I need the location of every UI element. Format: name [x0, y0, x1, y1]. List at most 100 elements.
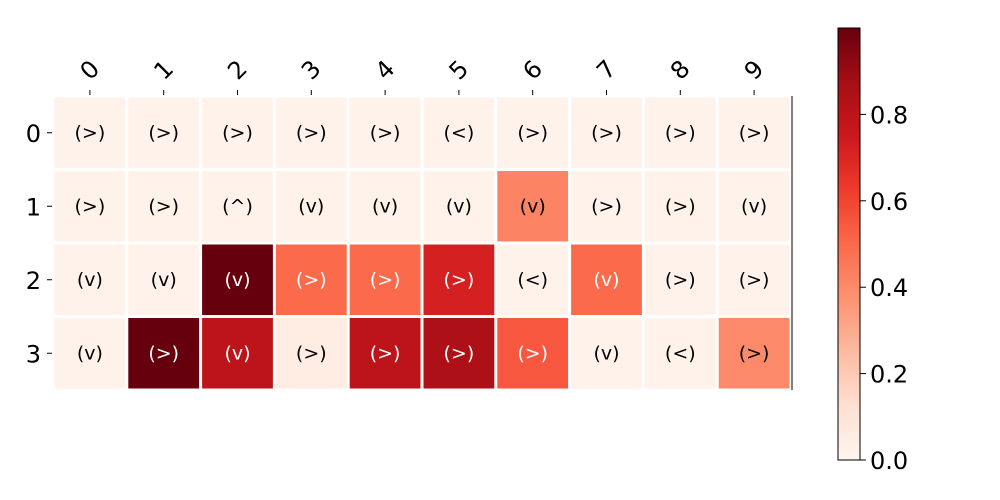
colorbar-ticks: 0.0 0.2 0.4 0.6 0.8	[860, 101, 908, 475]
heatmap-cell-r3-c6	[497, 318, 569, 389]
heatmap-cell-r2-c8	[644, 244, 716, 315]
cell-annotation-r2-c9: (>)	[739, 269, 770, 291]
heatmap-cell-r1-c0	[54, 171, 126, 242]
heatmap-cell-r3-c8	[644, 318, 716, 389]
cell-annotation-r2-c1: (v)	[151, 269, 177, 291]
cell-annotation-r2-c5: (>)	[444, 269, 475, 291]
cell-annotation-r3-c2: (v)	[224, 342, 250, 364]
heatmap-cell-r0-c1	[128, 97, 200, 168]
heatmap-cell-r2-c4	[349, 244, 421, 315]
x-tick-label-9: 9	[739, 55, 770, 86]
colorbar-tick-label-3: 0.6	[870, 188, 908, 216]
cell-annotation-r2-c6: (<)	[517, 269, 548, 291]
cell-annotation-r2-c3: (>)	[296, 269, 327, 291]
cell-annotation-r1-c6: (v)	[520, 195, 546, 217]
heatmap-cell-r3-c4	[349, 318, 421, 389]
cell-annotation-r2-c8: (>)	[665, 269, 696, 291]
cell-annotation-r0-c4: (>)	[370, 122, 401, 144]
cell-annotation-r2-c0: (v)	[77, 269, 103, 291]
x-tick-label-6: 6	[517, 55, 548, 86]
cell-annotation-r0-c9: (>)	[739, 122, 770, 144]
cell-annotation-r2-c2: (v)	[224, 269, 250, 291]
heatmap-cell-r3-c2	[202, 318, 273, 389]
cell-annotation-r0-c1: (>)	[148, 122, 179, 144]
cell-annotation-r1-c1: (>)	[148, 195, 179, 217]
x-axis-ticks: 0 1 2 3 4 5 6 7 8 9	[75, 55, 770, 95]
heatmap-cell-r3-c0	[54, 318, 126, 389]
y-tick-label-3: 3	[26, 340, 41, 368]
heatmap-cell-r2-c7	[571, 244, 642, 315]
cell-annotation-r3-c4: (>)	[370, 342, 401, 364]
cell-annotation-r1-c0: (>)	[75, 195, 106, 217]
heatmap-cell-r1-c2	[202, 171, 273, 242]
heatmap-cell-r1-c5	[423, 171, 495, 242]
colorbar-gradient	[837, 27, 861, 461]
x-tick-label-3: 3	[296, 55, 327, 86]
cell-annotation-r3-c7: (v)	[593, 342, 619, 364]
heatmap-cells	[54, 96, 793, 390]
x-tick-label-7: 7	[591, 55, 622, 86]
colorbar-tick-label-0: 0.0	[870, 447, 908, 475]
heatmap-cell-r0-c8	[644, 97, 716, 168]
cell-annotation-r0-c2: (>)	[222, 122, 253, 144]
cell-annotation-r1-c4: (v)	[372, 195, 398, 217]
heatmap-cell-r0-c0	[54, 97, 126, 168]
colorbar-tick-label-1: 0.2	[870, 361, 908, 389]
cell-annotation-r0-c6: (>)	[517, 122, 548, 144]
y-tick-label-2: 2	[26, 267, 41, 295]
cell-annotation-r0-c5: (<)	[444, 122, 475, 144]
heatmap-cell-r2-c9	[718, 244, 790, 315]
heatmap-cell-r0-c7	[571, 97, 642, 168]
x-tick-label-2: 2	[222, 55, 253, 86]
heatmap-cell-r2-c2	[202, 244, 273, 315]
cell-annotation-r3-c0: (v)	[77, 342, 103, 364]
colorbar-tick-label-4: 0.8	[870, 101, 908, 129]
y-tick-label-1: 1	[26, 193, 41, 221]
heatmap-cell-labels: (>) (>) (>) (>) (>) (<) (>) (>) (>) (>) (>) (>) (^) (…	[75, 122, 770, 365]
y-tick-label-0: 0	[26, 120, 41, 148]
cell-annotation-r0-c8: (>)	[665, 122, 696, 144]
cell-annotation-r3-c6: (>)	[517, 342, 548, 364]
heatmap-cell-r0-c9	[718, 97, 790, 168]
x-tick-label-1: 1	[148, 55, 179, 86]
cell-annotation-r2-c7: (v)	[593, 269, 619, 291]
heatmap-cell-r1-c9	[718, 171, 790, 242]
cell-annotation-r1-c7: (>)	[591, 195, 622, 217]
cell-annotation-r3-c1: (>)	[148, 342, 179, 364]
heatmap-cell-r0-c6	[497, 97, 569, 168]
heatmap-cell-r0-c3	[275, 97, 347, 168]
y-axis-ticks: 0 1 2 3	[26, 120, 52, 368]
heatmap-cell-r1-c4	[349, 171, 421, 242]
x-tick-label-4: 4	[370, 55, 401, 86]
cell-annotation-r0-c3: (>)	[296, 122, 327, 144]
cell-annotation-r1-c3: (v)	[298, 195, 324, 217]
heatmap-cell-r1-c7	[571, 171, 642, 242]
heatmap-cell-r2-c5	[423, 244, 495, 315]
cell-annotation-r2-c4: (>)	[370, 269, 401, 291]
cell-annotation-r0-c7: (>)	[591, 122, 622, 144]
cell-annotation-r1-c5: (v)	[446, 195, 472, 217]
heatmap-cell-r1-c6	[497, 171, 569, 242]
heatmap-cell-r0-c2	[202, 97, 273, 168]
cell-annotation-r1-c2: (^)	[222, 195, 253, 217]
heatmap-cell-r3-c3	[275, 318, 347, 389]
heatmap-cell-r3-c7	[571, 318, 642, 389]
heatmap-cell-r3-c1	[128, 318, 200, 389]
cell-annotation-r1-c8: (>)	[665, 195, 696, 217]
x-tick-label-5: 5	[444, 55, 475, 86]
cell-annotation-r3-c3: (>)	[296, 342, 327, 364]
heatmap-cell-r1-c1	[128, 171, 200, 242]
heatmap-cell-r3-c5	[423, 318, 495, 389]
heatmap-cell-r2-c6	[497, 244, 569, 315]
heatmap-cell-r0-c4	[349, 97, 421, 168]
colorbar: 0.0 0.2 0.4 0.6 0.8	[837, 27, 908, 475]
cell-annotation-r3-c8: (<)	[665, 342, 696, 364]
heatmap-cell-r0-c5	[423, 97, 495, 168]
cell-annotation-r3-c9: (>)	[739, 342, 770, 364]
x-tick-label-8: 8	[665, 55, 696, 86]
heatmap-cell-r2-c0	[54, 244, 126, 315]
x-tick-label-0: 0	[75, 55, 106, 86]
cell-annotation-r0-c0: (>)	[75, 122, 106, 144]
heatmap-cell-r2-c1	[128, 244, 200, 315]
